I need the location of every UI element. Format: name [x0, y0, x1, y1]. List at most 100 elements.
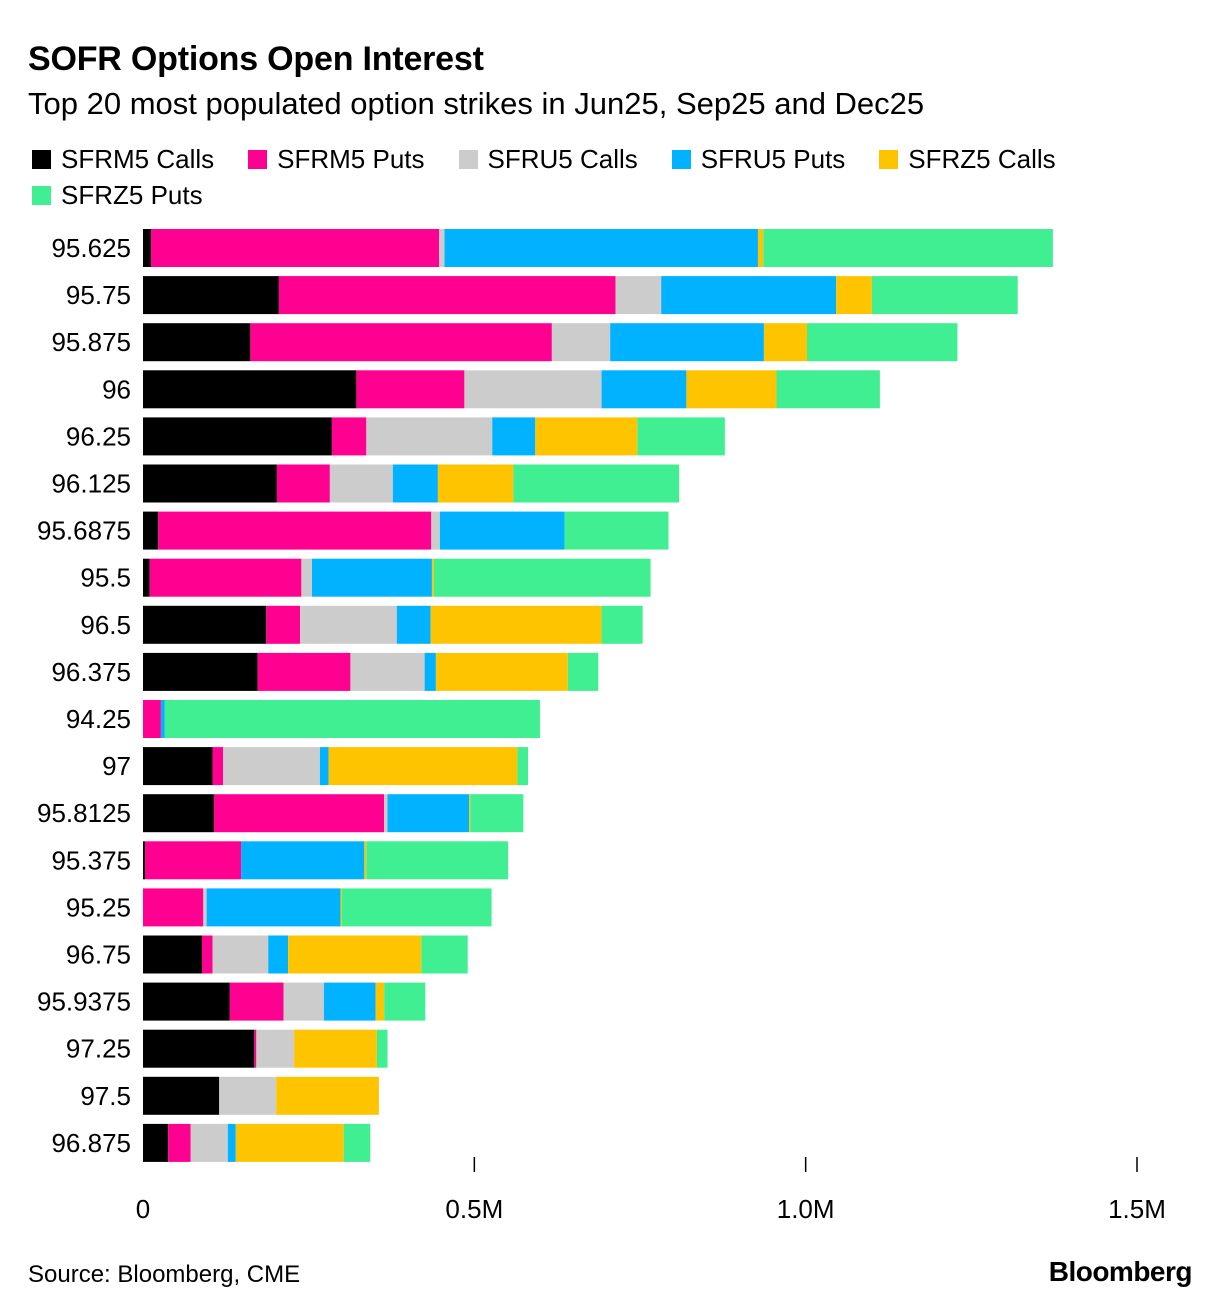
- category-label: 96.5: [80, 610, 131, 640]
- bar-segment: [143, 229, 151, 267]
- bar-segment: [513, 464, 680, 503]
- bar-segment: [143, 747, 213, 786]
- bar-segment: [492, 417, 536, 456]
- bar-segment: [376, 1029, 388, 1068]
- bar-segment: [144, 841, 242, 880]
- bar-segment: [470, 794, 524, 833]
- category-label: 96.875: [51, 1128, 131, 1158]
- bar-segment: [164, 700, 540, 738]
- legend-label: SFRU5 Puts: [700, 144, 846, 174]
- bar-segment: [266, 605, 301, 644]
- bar-segment: [444, 229, 758, 267]
- bar-segment: [384, 982, 426, 1021]
- legend-label: SFRZ5 Calls: [908, 144, 1056, 174]
- category-label: 96.375: [51, 657, 131, 687]
- bar-segment: [143, 605, 267, 644]
- legend-item: SFRZ5 Puts: [32, 182, 203, 209]
- bar-segment: [143, 558, 150, 597]
- legend-swatch: [32, 150, 51, 169]
- bar-segment: [601, 370, 687, 409]
- bar-segment: [431, 558, 434, 597]
- bar-segment: [661, 276, 837, 315]
- category-label: 95.75: [66, 280, 131, 310]
- bar-segment: [158, 511, 432, 550]
- legend-swatch: [879, 150, 899, 169]
- bar-segment: [615, 276, 662, 315]
- bar-segment: [212, 747, 224, 786]
- bar-segment: [431, 511, 440, 550]
- bar-segment: [384, 794, 388, 833]
- bar-segment: [323, 982, 376, 1021]
- bar-segment: [551, 323, 611, 362]
- category-label: 95.6875: [37, 516, 131, 546]
- category-label: 95.625: [51, 233, 131, 263]
- bar-segment: [276, 1076, 379, 1115]
- bar-segment: [143, 370, 357, 409]
- chart-title: SOFR Options Open Interest: [28, 40, 484, 78]
- bar-segment: [294, 1029, 377, 1068]
- bar-segment: [143, 276, 279, 315]
- bar-segment: [283, 982, 324, 1021]
- bar-segment: [256, 1029, 295, 1068]
- legend-label: SFRU5 Calls: [487, 144, 638, 174]
- category-label: 95.8125: [37, 798, 131, 828]
- bar-segment: [288, 935, 422, 974]
- legend-item: SFRU5 Calls: [458, 144, 638, 174]
- category-label: 95.5: [80, 563, 131, 593]
- bar-segment: [836, 276, 872, 315]
- bar-segment: [143, 417, 332, 456]
- bar-segment: [469, 794, 471, 833]
- bar-segment: [311, 558, 432, 597]
- bar-segment: [190, 1123, 228, 1162]
- bar-segment: [143, 1123, 169, 1162]
- bar-segment: [212, 935, 269, 974]
- bar-segment: [437, 464, 514, 503]
- bar-segment: [241, 841, 365, 880]
- bar-segment: [278, 276, 616, 315]
- category-label: 96: [102, 374, 131, 404]
- legend-item: SFRU5 Puts: [671, 144, 846, 174]
- legend-swatch: [458, 150, 478, 169]
- bar-segment: [254, 1029, 257, 1068]
- bar-segment: [375, 982, 385, 1021]
- bar-segment: [763, 229, 1053, 267]
- legend-label: SFRM5 Calls: [61, 144, 215, 174]
- legend-swatch: [671, 150, 691, 169]
- bar-segment: [219, 1076, 277, 1115]
- bar-segment: [763, 323, 807, 362]
- category-label: 97.25: [66, 1034, 131, 1064]
- bar-segment: [435, 652, 568, 691]
- category-label: 95.25: [66, 892, 131, 922]
- bar-segment: [806, 323, 958, 362]
- bar-segment: [757, 229, 764, 267]
- bar-segment: [143, 1076, 220, 1115]
- chart-subtitle: Top 20 most populated option strikes in …: [28, 86, 925, 121]
- bar-segment: [143, 794, 214, 833]
- bar-segment: [776, 370, 880, 409]
- bar-segment: [421, 935, 468, 974]
- chart-legend: SFRM5 Calls SFRM5 Puts SFRU5 Calls SFRU5 Pu…: [32, 146, 1152, 209]
- bar-segment: [464, 370, 602, 409]
- bar-segment: [517, 747, 529, 786]
- category-label: 94.25: [66, 704, 131, 734]
- bar-segment: [564, 511, 669, 550]
- bar-segment: [328, 747, 518, 786]
- x-tick-label: 0: [136, 1194, 150, 1224]
- bar-segment: [331, 417, 367, 456]
- bar-segment: [366, 841, 509, 880]
- bar-segment: [206, 888, 341, 927]
- bar-segment: [213, 794, 385, 833]
- bar-segment: [160, 700, 165, 738]
- bar-segment: [250, 323, 552, 362]
- bar-segment: [686, 370, 777, 409]
- bar-segment: [143, 511, 159, 550]
- bar-segment: [343, 1123, 371, 1162]
- bar-segment: [223, 747, 320, 786]
- category-label: 97.5: [80, 1081, 131, 1111]
- bar-segment: [227, 1123, 236, 1162]
- x-tick-label: 1.0M: [777, 1194, 835, 1224]
- bar-segment: [366, 417, 493, 456]
- bar-segment: [150, 229, 440, 267]
- legend-label: SFRM5 Puts: [277, 144, 425, 174]
